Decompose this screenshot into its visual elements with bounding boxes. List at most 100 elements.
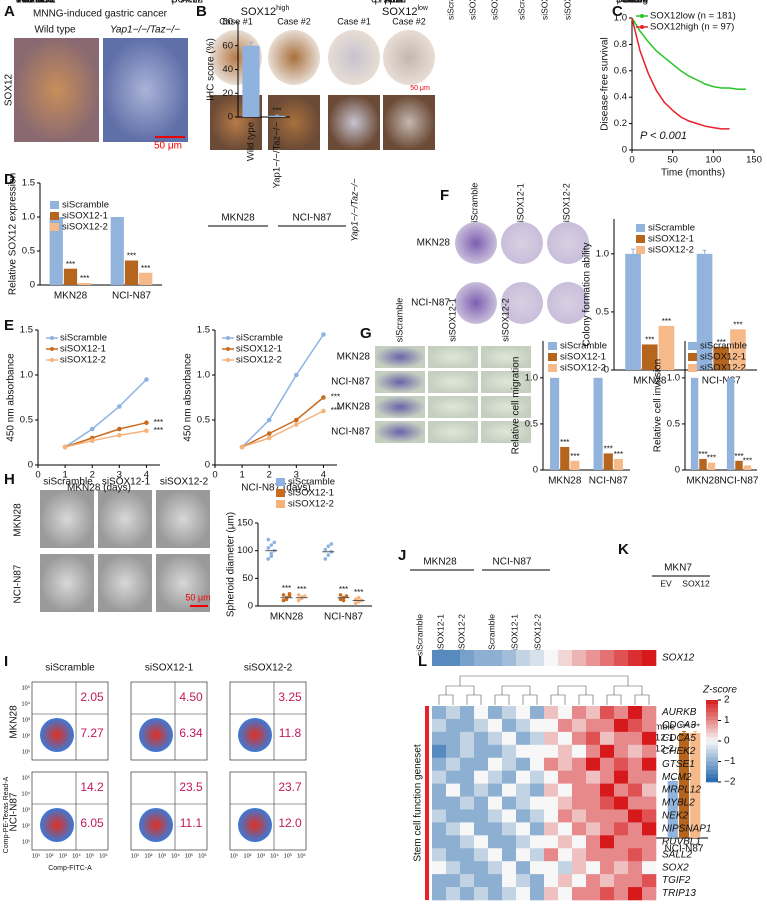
legend-label: siScramble [62, 200, 109, 211]
label: Case #2 [277, 16, 311, 26]
heat-cell [642, 770, 657, 784]
heat-cell [544, 809, 559, 823]
label: MNNG-induced gastric cancer [33, 9, 168, 20]
heat-cell [446, 706, 461, 720]
y-tick-label: 60 [222, 40, 233, 51]
panel-letter: B [196, 3, 207, 20]
label: 10⁵ [86, 852, 94, 859]
heat-cell [516, 835, 531, 849]
axis-label: MKN28 (days) [67, 483, 131, 494]
label: 2.05 [80, 690, 104, 704]
heat-cell [432, 835, 447, 849]
heat-cell [614, 822, 629, 836]
legend-swatch [276, 500, 285, 508]
label: siSOX12-1 [145, 663, 194, 674]
heat-cell [502, 822, 517, 836]
label: 10² [22, 733, 30, 739]
label: 10² [22, 823, 30, 829]
heat-cell [628, 650, 643, 666]
label: siScramble [469, 183, 479, 228]
heat-cell [530, 770, 545, 784]
series-line [64, 430, 147, 448]
heat-cell [488, 757, 503, 771]
bar [570, 460, 580, 470]
row-label: GTSE1 [662, 759, 695, 770]
heat-cell [432, 887, 447, 901]
flow-plot [31, 681, 109, 761]
axis-label: Relative cell migration [511, 357, 522, 455]
heat-cell [600, 650, 615, 666]
axis-label: Colony formation ability [582, 243, 593, 347]
label: 3.25 [278, 690, 302, 704]
heat-cell [432, 796, 447, 810]
lane-label: siScramble [445, 0, 455, 20]
label: 10³ [22, 717, 30, 723]
point [239, 444, 245, 450]
heat-cell [628, 848, 643, 862]
row-label: SALL2 [662, 849, 692, 860]
heat-cell [544, 783, 559, 797]
colorbar [706, 728, 718, 734]
micrograph [156, 490, 210, 548]
panel-letter: A [4, 3, 15, 20]
axis-label: NCI-N87 (days) [241, 483, 310, 494]
legend-swatch [640, 25, 644, 29]
colorbar [706, 700, 718, 705]
heat-cell [572, 848, 587, 862]
y-tick-label: 1.5 [197, 325, 210, 336]
significance: *** [570, 452, 579, 461]
heat-cell [530, 650, 545, 666]
legend-label: siSOX12-1 [62, 211, 108, 222]
heat-cell [600, 706, 615, 720]
colorbar [706, 745, 718, 750]
heat-cell [460, 796, 475, 810]
dendrogram [613, 685, 643, 695]
point [89, 426, 95, 432]
heat-cell [502, 650, 517, 666]
y-tick-label: 0 [228, 112, 233, 123]
label: SOX12high [241, 5, 290, 18]
axis-label: Relative cell invasion [653, 359, 664, 452]
x-tick-label: 1 [62, 470, 67, 481]
label: 25 kDa [22, 0, 54, 6]
series-line [241, 334, 325, 448]
point [296, 598, 301, 603]
heat-cell [432, 650, 447, 666]
heat-cell [614, 809, 629, 823]
heat-cell [460, 718, 475, 733]
heat-cell [614, 887, 629, 901]
y-tick-label: 0.5 [667, 418, 680, 429]
heat-cell [460, 744, 475, 759]
label: 40 kDa [22, 0, 54, 6]
micrograph [547, 282, 589, 324]
label: Yap1−/−/Taz−/− [110, 25, 180, 36]
label: SOX12 [616, 0, 649, 6]
x-tick-label: 0 [629, 155, 634, 166]
y-tick-label: 0 [248, 601, 253, 612]
dendrogram [550, 694, 566, 705]
legend-label: siSOX12-1 [700, 352, 746, 363]
y-tick-label: 1.0 [667, 372, 680, 383]
heat-cell [600, 770, 615, 784]
legend-label: siSOX12-1 [236, 344, 282, 355]
point [117, 404, 122, 409]
significance: *** [154, 426, 163, 435]
heat-cell [558, 822, 573, 836]
heat-cell [488, 650, 503, 666]
point [338, 593, 343, 597]
colorbar [706, 757, 718, 762]
panel-letter: G [360, 325, 372, 342]
micrograph [428, 396, 478, 418]
heat-cell [558, 650, 573, 666]
heat-cell [558, 706, 573, 720]
heat-cell [530, 822, 545, 836]
heat-cell [460, 874, 475, 888]
panel-letter: L [418, 653, 427, 670]
heat-cell [614, 874, 629, 888]
legend-swatch [50, 223, 59, 231]
heat-cell [502, 835, 517, 849]
legend-label: siSOX12-2 [700, 363, 746, 374]
label: 11.1 [180, 816, 203, 830]
heat-cell [628, 706, 643, 720]
label: –25 kDa [18, 0, 56, 6]
